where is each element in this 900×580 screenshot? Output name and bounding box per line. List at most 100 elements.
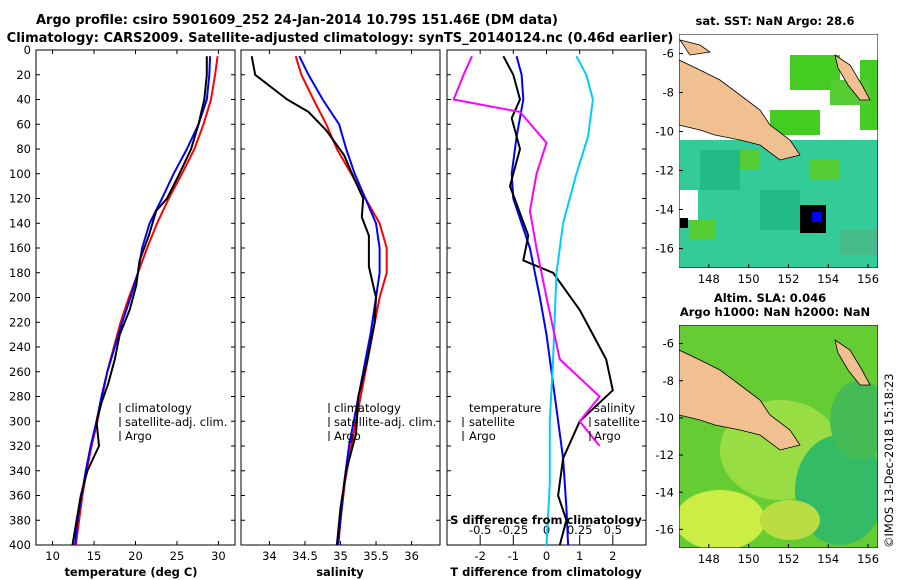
y-tick-label: 220 bbox=[9, 315, 31, 329]
sst-map-image bbox=[679, 34, 878, 268]
difference-xlabel-top: S difference from climatology bbox=[450, 513, 642, 527]
map-x-tick-label: 156 bbox=[857, 552, 879, 566]
legend-label-argo: Argo bbox=[334, 429, 361, 443]
x-tick-label: 30 bbox=[211, 549, 226, 563]
map-y-tick-label: -6 bbox=[663, 47, 674, 61]
difference-panel: -2 -1 0 1 2-0.5 -0.25 0 0.25 0.5 temperature sat… bbox=[446, 49, 647, 579]
sla-map-image bbox=[679, 325, 878, 548]
salinity-xlabel: salinity bbox=[316, 565, 364, 579]
x-tick-label: 25 bbox=[170, 549, 185, 563]
temperature-legend: climatology satellite-adj. clim. Argo bbox=[119, 401, 227, 443]
legend-label-satellite-adj: satellite-adj. clim. bbox=[334, 415, 436, 429]
difference-xlabel: T difference from climatology bbox=[450, 565, 642, 579]
legend-label-s-satellite: satellite bbox=[594, 415, 640, 429]
y-tick-label: 380 bbox=[9, 513, 31, 527]
map-x-tick-label: 148 bbox=[698, 272, 720, 286]
x-tick-label: 10 bbox=[45, 549, 60, 563]
y-tick-label: 280 bbox=[9, 390, 31, 404]
map-y-tick-label: -10 bbox=[655, 411, 674, 425]
map-y-tick-label: -8 bbox=[663, 374, 674, 388]
x-tick-label: -1 bbox=[508, 549, 519, 563]
map-x-tick-label: 152 bbox=[777, 552, 799, 566]
x-tick-label: 34.5 bbox=[292, 549, 318, 563]
legend-label-satellite-adj: satellite-adj. clim. bbox=[125, 415, 227, 429]
temperature-axes bbox=[35, 49, 236, 546]
map-x-tick-label: 156 bbox=[857, 272, 879, 286]
difference-ticks: -2 -1 0 1 2-0.5 -0.25 0 0.25 0.5 bbox=[447, 49, 646, 563]
chart-title: Argo profile: csiro 5901609_252 24-Jan-2… bbox=[36, 13, 558, 28]
x-tick-label: 35 bbox=[333, 549, 348, 563]
series-salinity-satellite bbox=[545, 55, 594, 546]
map-y-tick-label: -12 bbox=[655, 164, 674, 178]
map-x-tick-label: 150 bbox=[738, 272, 760, 286]
map-y-tick-label: -12 bbox=[655, 448, 674, 462]
temperature-panel: 0 20 40 60 80 100 120 140 160 180 200 220 240 260 280 3… bbox=[9, 43, 236, 579]
sst-map: sat. SST: NaN Argo: 28.6 bbox=[655, 14, 879, 286]
legend-label-s-argo: Argo bbox=[594, 429, 621, 443]
y-tick-label: 320 bbox=[9, 439, 31, 453]
temperature-series bbox=[71, 56, 219, 546]
series-satellite-adj-clim bbox=[298, 55, 381, 546]
map-y-tick-label: -8 bbox=[663, 86, 674, 100]
legend-title-salinity: salinity bbox=[594, 401, 635, 415]
sla-map: Altim. SLA: 0.046 Argo h1000: NaN h2000:… bbox=[655, 291, 879, 566]
map-y-tick-label: -16 bbox=[655, 522, 674, 536]
legend-label-t-argo: Argo bbox=[469, 429, 496, 443]
series-satellite-adj-clim bbox=[74, 56, 212, 546]
series-temperature-satellite bbox=[510, 55, 570, 546]
legend-label-argo: Argo bbox=[125, 429, 152, 443]
x-tick-label: 1 bbox=[576, 549, 583, 563]
map-x-tick-label: 150 bbox=[738, 552, 760, 566]
map-y-tick-label: -14 bbox=[655, 203, 674, 217]
map-y-tick-label: -6 bbox=[663, 337, 674, 351]
sla-map-title: Altim. SLA: 0.046 bbox=[714, 291, 826, 305]
x-tick-label: 2 bbox=[609, 549, 616, 563]
y-tick-label: 400 bbox=[9, 538, 31, 552]
sla-map-ticks: 148 150 152 154 156 -6 -8 -10 -12 -14 -16 bbox=[655, 337, 879, 566]
map-x-tick-label: 154 bbox=[817, 552, 839, 566]
legend-label-climatology: climatology bbox=[334, 401, 401, 415]
map-x-tick-label: 152 bbox=[777, 272, 799, 286]
x-top-tick-label: -0.5 bbox=[469, 523, 491, 537]
salinity-legend: climatology satellite-adj. clim. Argo bbox=[328, 401, 436, 443]
map-x-tick-label: 148 bbox=[698, 552, 720, 566]
chart-subtitle: Climatology: CARS2009. Satellite-adjuste… bbox=[7, 31, 674, 46]
y-tick-label: 340 bbox=[9, 464, 31, 478]
map-y-tick-label: -14 bbox=[655, 485, 674, 499]
map-y-tick-label: -10 bbox=[655, 125, 674, 139]
legend-label-t-satellite: satellite bbox=[469, 415, 515, 429]
x-tick-label: 35.5 bbox=[363, 549, 389, 563]
credit: ©IMOS 13-Dec-2018 15:18:23 bbox=[882, 373, 896, 548]
y-tick-label: 140 bbox=[9, 216, 31, 230]
sst-map-ticks: 148 150 152 154 156 -6 -8 -10 -12 -14 -16 bbox=[655, 47, 879, 287]
x-tick-label: 34 bbox=[262, 549, 277, 563]
salinity-series bbox=[250, 55, 388, 546]
difference-legend: temperature satellite Argo salinity sate… bbox=[462, 401, 640, 443]
x-top-tick-label: 0.25 bbox=[567, 523, 593, 537]
x-tick-label: -2 bbox=[474, 549, 485, 563]
y-tick-label: 40 bbox=[16, 93, 31, 107]
salinity-panel: 34 34.5 35 35.5 36 climatology satellite-adj… bbox=[240, 49, 441, 579]
x-tick-label: 15 bbox=[87, 549, 102, 563]
temperature-xlabel: temperature (deg C) bbox=[64, 565, 197, 579]
y-tick-label: 120 bbox=[9, 192, 31, 206]
map-y-tick-label: -16 bbox=[655, 242, 674, 256]
y-tick-label: 80 bbox=[16, 142, 31, 156]
y-tick-label: 100 bbox=[9, 167, 31, 181]
salinity-ticks: 34 34.5 35 35.5 36 bbox=[241, 49, 440, 563]
temperature-ticks: 0 20 40 60 80 100 120 140 160 180 200 220 240 260 280 3… bbox=[9, 43, 235, 563]
y-tick-label: 160 bbox=[9, 241, 31, 255]
series-argo bbox=[71, 56, 208, 546]
legend-label-climatology: climatology bbox=[125, 401, 192, 415]
legend-title-temperature: temperature bbox=[469, 401, 541, 415]
map-x-tick-label: 154 bbox=[817, 272, 839, 286]
y-tick-label: 200 bbox=[9, 291, 31, 305]
series-argo bbox=[250, 56, 377, 546]
difference-series bbox=[452, 55, 614, 546]
y-tick-label: 360 bbox=[9, 489, 31, 503]
x-top-tick-label: -0.25 bbox=[498, 523, 528, 537]
x-top-tick-label: 0.5 bbox=[604, 523, 622, 537]
y-tick-label: 260 bbox=[9, 365, 31, 379]
y-tick-label: 0 bbox=[24, 43, 31, 57]
